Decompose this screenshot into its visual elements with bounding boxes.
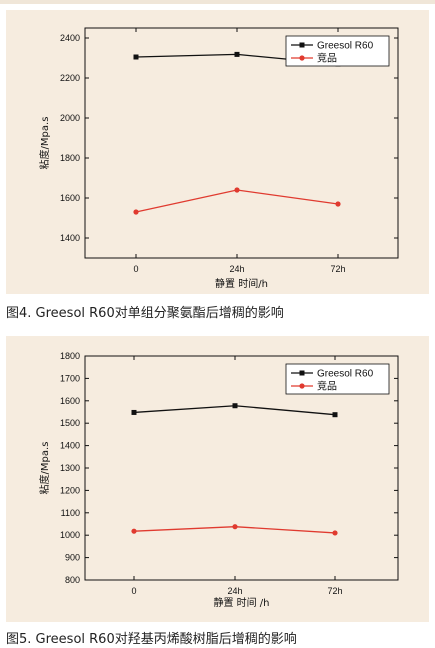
y-tick-label: 1600	[60, 193, 80, 203]
y-axis-label: 粘度/Mpa.s	[38, 117, 51, 170]
legend-marker-square	[299, 42, 305, 48]
y-tick-label: 1400	[60, 233, 80, 243]
top-edge-strip	[0, 0, 435, 4]
legend-label: 竞品	[317, 380, 337, 393]
chart-panel-1: 1400 1600 1800 2000 2200 2400 0 24h 72h 静置 时间/h 粘度…	[6, 10, 429, 294]
data-point-square	[131, 409, 137, 415]
legend-marker-circle	[299, 55, 305, 61]
legend-label: Greesol R60	[317, 41, 374, 52]
data-point-circle	[234, 187, 240, 193]
data-point-circle	[332, 530, 338, 536]
y-tick-label: 1500	[60, 418, 80, 428]
y-axis-label: 粘度/Mpa.s	[38, 442, 51, 495]
y-tick-label: 1600	[60, 396, 80, 406]
x-tick-label: 72h	[330, 264, 345, 274]
legend-label: Greesol R60	[317, 369, 374, 380]
legend-marker-square	[299, 370, 305, 376]
x-tick-label: 24h	[227, 586, 242, 596]
legend-marker-circle	[299, 383, 305, 389]
y-tick-label: 2000	[60, 113, 80, 123]
series-line-2	[135, 189, 339, 213]
y-tick-label: 800	[65, 575, 80, 585]
data-point-circle	[232, 524, 238, 530]
chart-panel-2: 800 900 1000 1100 1200 1300 1400 1500 1600 1700 18…	[6, 336, 429, 622]
y-tick-label: 1000	[60, 530, 80, 540]
x-tick-label: 0	[131, 586, 136, 596]
y-tick-label: 1100	[61, 508, 80, 518]
legend-label: 竞品	[317, 52, 337, 65]
legend-box	[285, 35, 390, 67]
y-tick-label: 1700	[60, 373, 80, 383]
data-point-square	[234, 51, 240, 57]
legend-box	[285, 363, 390, 395]
data-point-square	[133, 54, 139, 60]
data-point-circle	[131, 528, 137, 534]
y-tick-label: 1400	[60, 441, 80, 451]
x-tick-label: 0	[133, 264, 138, 274]
y-tick-label: 1200	[60, 485, 80, 495]
x-tick-label: 24h	[229, 264, 244, 274]
chart-1: 1400 1600 1800 2000 2200 2400 0 24h 72h 静置 时间/h 粘度…	[38, 27, 399, 290]
data-point-circle	[335, 201, 341, 207]
y-tick-label: 2400	[60, 33, 80, 43]
x-tick-label: 72h	[327, 586, 342, 596]
data-point-square	[332, 412, 338, 418]
data-point-circle	[133, 209, 139, 215]
y-tick-label: 900	[65, 553, 80, 563]
plot-frame	[84, 27, 399, 259]
y-tick-label: 1300	[60, 463, 80, 473]
x-axis-label: 静置 时间 /h	[213, 596, 269, 609]
y-tick-label: 1800	[60, 351, 80, 361]
figure-caption-1: 图4. Greesol R60对单组分聚氨酯后增稠的影响	[6, 306, 284, 321]
y-tick-label: 1800	[60, 153, 80, 163]
figure-caption-2: 图5. Greesol R60对羟基丙烯酸树脂后增稠的影响	[6, 632, 297, 647]
chart-2: 800 900 1000 1100 1200 1300 1400 1500 1600 1700 18…	[38, 351, 399, 609]
data-point-square	[232, 403, 238, 409]
y-tick-label: 2200	[60, 73, 80, 83]
x-axis-label: 静置 时间/h	[215, 277, 268, 290]
